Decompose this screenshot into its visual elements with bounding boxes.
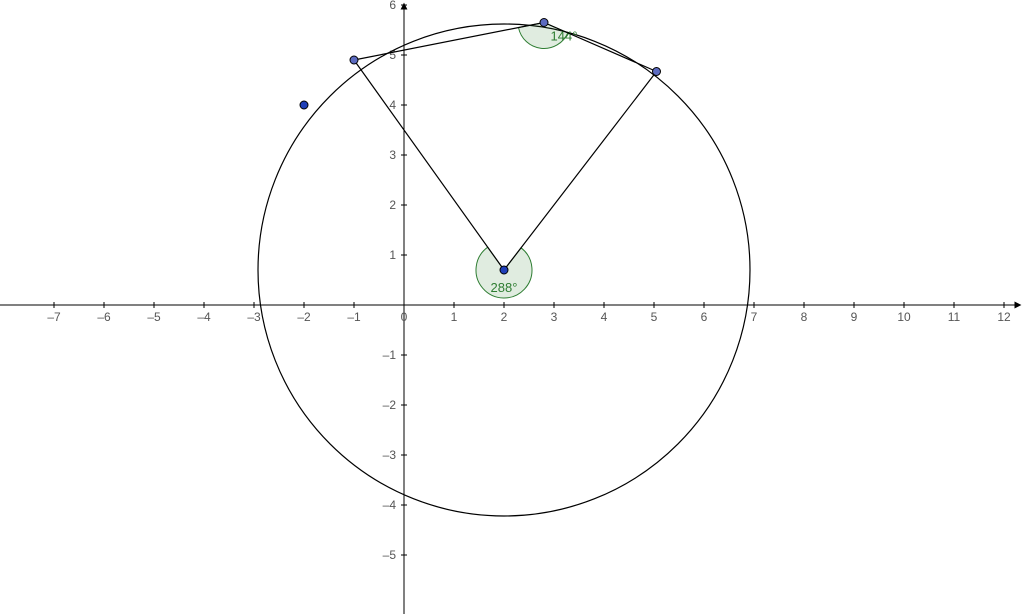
geometry-canvas: –7–6–5–4–3–2–10123456789101112–5–4–3–2–1… [0, 0, 1024, 614]
point-vertex[interactable] [540, 19, 548, 27]
y-tick-label: 2 [389, 198, 396, 212]
x-tick-label: 0 [401, 310, 408, 324]
y-tick-label: 6 [389, 0, 396, 12]
x-tick-label: 11 [948, 310, 961, 324]
point-onCircA[interactable] [350, 56, 358, 64]
y-tick-label: 1 [389, 248, 396, 262]
point-onCircB[interactable] [653, 68, 661, 76]
y-tick-label: –3 [383, 448, 397, 462]
y-tick-label: –4 [383, 498, 397, 512]
segment [354, 60, 504, 270]
x-tick-label: 3 [551, 310, 558, 324]
x-tick-label: –7 [47, 310, 61, 324]
x-tick-label: 6 [701, 310, 708, 324]
x-tick-label: –1 [347, 310, 361, 324]
y-tick-label: –1 [383, 348, 397, 362]
axes: –7–6–5–4–3–2–10123456789101112–5–4–3–2–1… [0, 0, 1020, 614]
x-tick-label: 1 [451, 310, 458, 324]
x-tick-label: –6 [97, 310, 111, 324]
x-tick-label: –4 [197, 310, 211, 324]
x-tick-label: 9 [851, 310, 858, 324]
y-tick-label: –5 [383, 548, 397, 562]
x-tick-label: 8 [801, 310, 808, 324]
angle-label: 288° [491, 280, 518, 295]
x-tick-label: 5 [651, 310, 658, 324]
segment [504, 72, 657, 271]
x-tick-label: –5 [147, 310, 161, 324]
x-tick-label: 7 [751, 310, 758, 324]
x-tick-label: –3 [247, 310, 261, 324]
x-tick-label: 4 [601, 310, 608, 324]
x-tick-label: 12 [997, 310, 1011, 324]
point-center[interactable] [500, 266, 508, 274]
segment [544, 23, 657, 72]
x-tick-label: –2 [297, 310, 311, 324]
segment [354, 23, 544, 61]
x-tick-label: 10 [897, 310, 911, 324]
x-tick-label: 2 [501, 310, 508, 324]
point-extra[interactable] [300, 101, 308, 109]
y-tick-label: –2 [383, 398, 397, 412]
y-tick-label: 3 [389, 148, 396, 162]
